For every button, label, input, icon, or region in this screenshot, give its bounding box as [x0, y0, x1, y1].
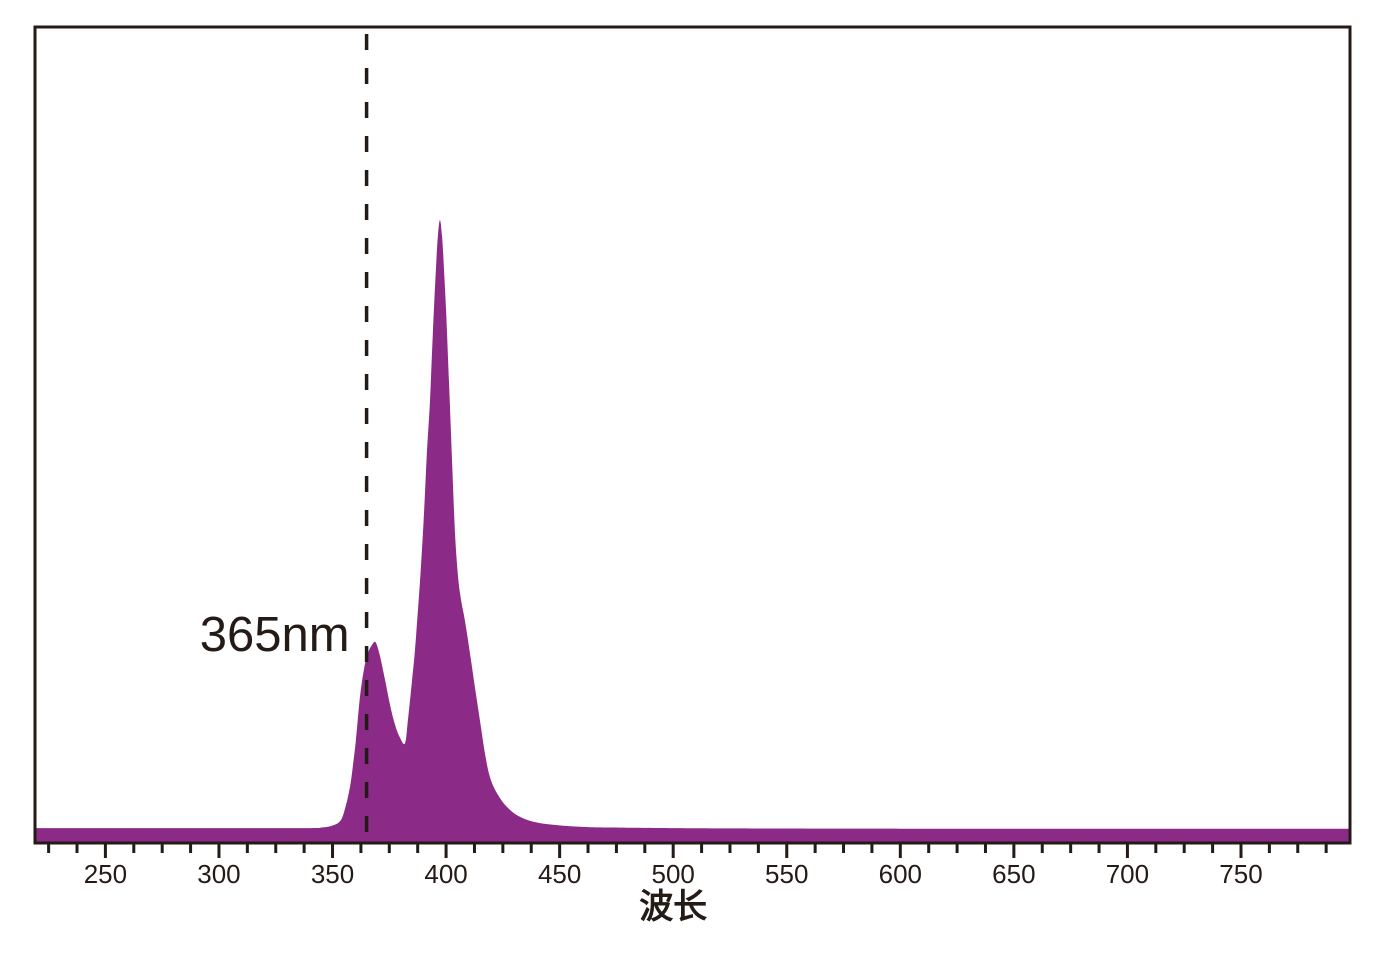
x-tick-label: 650: [992, 859, 1035, 889]
x-tick-label: 600: [879, 859, 922, 889]
spectrum-area-group: [35, 220, 1350, 844]
x-tick-label: 550: [765, 859, 808, 889]
x-tick-label: 750: [1219, 859, 1262, 889]
x-tick-label: 350: [311, 859, 354, 889]
x-tick-label: 450: [538, 859, 581, 889]
x-axis-tick-labels: 250 300 350 400 450 500 550 600 650 700 750: [84, 859, 1263, 889]
x-axis-ticks: [47, 843, 1328, 858]
x-tick-label: 400: [424, 859, 467, 889]
x-tick-label: 250: [84, 859, 127, 889]
spectrum-area: [35, 220, 1350, 844]
x-tick-label: 500: [651, 859, 694, 889]
x-axis-title: 波长: [639, 888, 707, 926]
plot-border: [33, 25, 1352, 845]
x-tick-label: 700: [1106, 859, 1149, 889]
peak-annotation: 365nm: [200, 608, 350, 662]
x-tick-label: 300: [197, 859, 240, 889]
